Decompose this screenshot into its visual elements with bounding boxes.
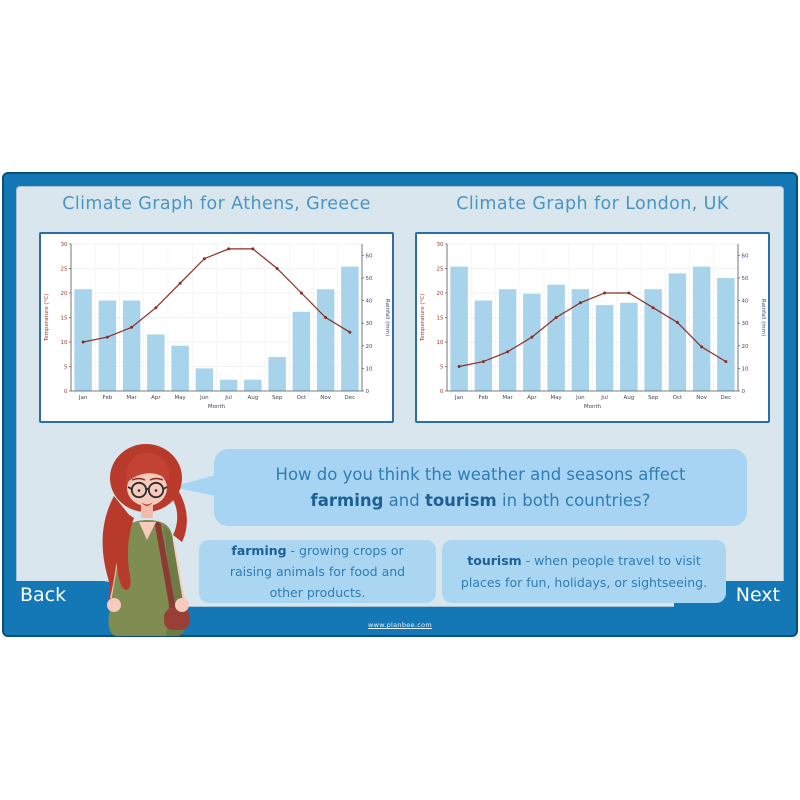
- svg-text:40: 40: [742, 299, 749, 305]
- character-hands: [107, 598, 189, 612]
- svg-text:Rainfall (mm): Rainfall (mm): [384, 299, 390, 336]
- svg-text:Sep: Sep: [272, 395, 283, 401]
- character-fringe: [125, 452, 170, 484]
- svg-text:30: 30: [366, 321, 373, 327]
- tourism-definition-text: tourism - when people travel to visit pl…: [460, 553, 708, 590]
- teacher-character-illustration: [102, 444, 190, 636]
- svg-text:Nov: Nov: [696, 395, 707, 401]
- svg-text:20: 20: [366, 344, 373, 350]
- svg-text:Jun: Jun: [575, 395, 585, 401]
- character-eyebrows: [131, 477, 164, 481]
- athens-climate-chart: 0 5 10 15 20 25 30 0 10 20 30 40 50 60 Jan Feb Mar Apr May…: [44, 242, 390, 410]
- svg-text:10: 10: [437, 340, 444, 346]
- athens-climate-chart-panel: 0 5 10 15 20 25 30 0 10 20 30 40 50 60 Jan Feb Mar Apr May…: [39, 232, 394, 423]
- svg-text:Jan: Jan: [78, 395, 88, 401]
- svg-text:May: May: [174, 395, 186, 401]
- svg-text:10: 10: [366, 366, 373, 372]
- svg-text:60: 60: [742, 253, 749, 259]
- svg-text:40: 40: [366, 299, 373, 305]
- svg-text:Jun: Jun: [199, 395, 209, 401]
- character-eyes: [137, 489, 158, 492]
- slide-frame: Climate Graph for Athens, Greece Climate…: [2, 172, 798, 637]
- farming-definition-box: farming - growing crops or raising anima…: [199, 540, 436, 603]
- question-speech-bubble: How do you think the weather and seasons…: [172, 449, 747, 526]
- speech-bubble-tail: [172, 475, 216, 496]
- character-vneck: [139, 522, 156, 540]
- svg-text:25: 25: [437, 267, 444, 273]
- svg-text:30: 30: [61, 242, 68, 248]
- svg-text:25: 25: [61, 267, 68, 273]
- london-climate-chart: 0 5 10 15 20 25 30 0 10 20 30 40 50 60 Jan Feb Mar Apr May…: [420, 242, 766, 410]
- svg-text:10: 10: [742, 366, 749, 372]
- athens-chart-title: Climate Graph for Athens, Greece: [62, 194, 371, 214]
- svg-text:15: 15: [61, 316, 68, 322]
- svg-text:Rainfall (mm): Rainfall (mm): [760, 299, 766, 336]
- svg-text:Mar: Mar: [502, 395, 513, 401]
- character-glasses: [127, 481, 168, 499]
- character-lips: [141, 502, 153, 506]
- svg-text:5: 5: [64, 365, 68, 371]
- svg-text:Dec: Dec: [721, 395, 732, 401]
- svg-text:15: 15: [437, 316, 444, 322]
- character-bag-strap: [155, 522, 177, 619]
- svg-text:0: 0: [366, 389, 370, 395]
- svg-text:Jan: Jan: [454, 395, 464, 401]
- tourism-definition-box: tourism - when people travel to visit pl…: [442, 540, 726, 603]
- svg-text:10: 10: [61, 340, 68, 346]
- svg-text:Nov: Nov: [320, 395, 331, 401]
- svg-text:20: 20: [742, 344, 749, 350]
- svg-text:Jul: Jul: [600, 395, 608, 401]
- svg-text:30: 30: [742, 321, 749, 327]
- svg-text:0: 0: [440, 389, 444, 395]
- svg-text:Temperature (°C): Temperature (°C): [420, 294, 426, 342]
- svg-text:0: 0: [64, 389, 68, 395]
- svg-text:50: 50: [742, 276, 749, 282]
- svg-text:Apr: Apr: [527, 395, 537, 401]
- svg-text:Feb: Feb: [479, 395, 489, 401]
- svg-text:5: 5: [440, 365, 444, 371]
- svg-text:30: 30: [437, 242, 444, 248]
- back-button[interactable]: Back: [4, 581, 126, 611]
- svg-text:May: May: [550, 395, 562, 401]
- svg-text:50: 50: [366, 276, 373, 282]
- planbee-url: www.planbee.com: [367, 621, 433, 629]
- svg-text:Temperature (°C): Temperature (°C): [44, 294, 50, 342]
- svg-text:Oct: Oct: [673, 395, 683, 401]
- svg-text:60: 60: [366, 253, 373, 259]
- svg-text:Mar: Mar: [126, 395, 137, 401]
- london-chart-title: Climate Graph for London, UK: [456, 194, 729, 214]
- farming-definition-text: farming - growing crops or raising anima…: [229, 542, 406, 601]
- london-climate-chart-panel: 0 5 10 15 20 25 30 0 10 20 30 40 50 60 Jan Feb Mar Apr May…: [415, 232, 770, 423]
- svg-text:Month: Month: [584, 404, 602, 410]
- svg-text:Aug: Aug: [624, 395, 635, 401]
- question-text: How do you think the weather and seasons…: [275, 464, 686, 510]
- svg-text:Oct: Oct: [297, 395, 307, 401]
- character-bag: [164, 608, 190, 630]
- svg-text:20: 20: [61, 291, 68, 297]
- svg-text:Apr: Apr: [151, 395, 161, 401]
- svg-text:Month: Month: [208, 404, 226, 410]
- character-hair-front: [115, 510, 134, 590]
- svg-text:0: 0: [742, 389, 746, 395]
- svg-text:20: 20: [437, 291, 444, 297]
- svg-text:Dec: Dec: [345, 395, 356, 401]
- svg-text:Feb: Feb: [103, 395, 113, 401]
- svg-text:Jul: Jul: [224, 395, 232, 401]
- svg-text:Aug: Aug: [248, 395, 259, 401]
- svg-text:Sep: Sep: [648, 395, 659, 401]
